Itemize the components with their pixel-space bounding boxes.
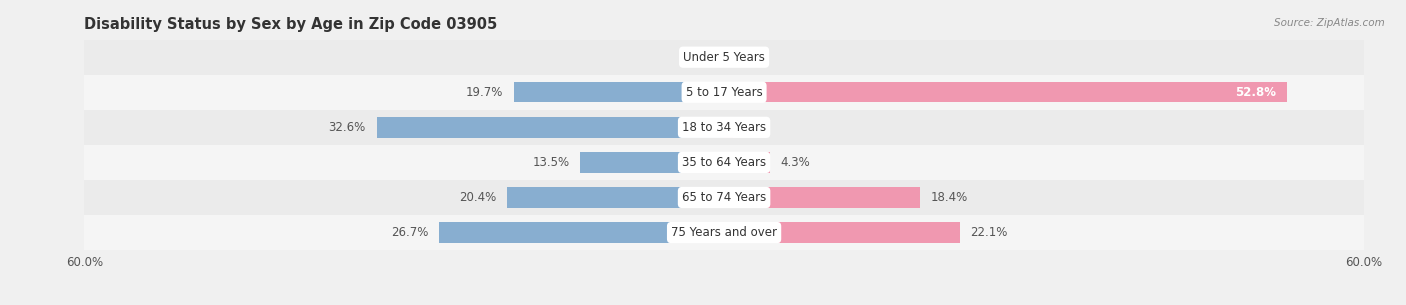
Bar (84, 215, 1364, 250)
Bar (84, 145, 1364, 180)
Text: Under 5 Years: Under 5 Years (683, 51, 765, 64)
Bar (716, 47, 724, 67)
Text: 19.7%: 19.7% (465, 86, 503, 99)
Bar (440, 222, 724, 243)
Text: 75 Years and over: 75 Years and over (671, 226, 778, 239)
Text: 26.7%: 26.7% (391, 226, 429, 239)
Text: Source: ZipAtlas.com: Source: ZipAtlas.com (1274, 18, 1385, 28)
Bar (724, 117, 733, 138)
Text: Disability Status by Sex by Age in Zip Code 03905: Disability Status by Sex by Age in Zip C… (84, 16, 498, 31)
Bar (724, 47, 733, 67)
Bar (84, 180, 1364, 215)
Text: 22.1%: 22.1% (970, 226, 1008, 239)
Text: 5 to 17 Years: 5 to 17 Years (686, 86, 762, 99)
Bar (515, 82, 724, 102)
Text: 0.0%: 0.0% (683, 51, 713, 64)
Bar (724, 187, 921, 208)
Bar (724, 82, 1286, 102)
Text: 18.4%: 18.4% (931, 191, 969, 204)
Text: 0.0%: 0.0% (735, 51, 765, 64)
Bar (581, 152, 724, 173)
Text: 13.5%: 13.5% (533, 156, 569, 169)
Bar (377, 117, 724, 138)
Bar (84, 75, 1364, 110)
Text: 65 to 74 Years: 65 to 74 Years (682, 191, 766, 204)
Bar (84, 40, 1364, 75)
Bar (84, 110, 1364, 145)
Text: 18 to 34 Years: 18 to 34 Years (682, 121, 766, 134)
Bar (724, 152, 770, 173)
Text: 52.8%: 52.8% (1236, 86, 1277, 99)
Text: 20.4%: 20.4% (458, 191, 496, 204)
Text: 4.3%: 4.3% (780, 156, 810, 169)
Text: 35 to 64 Years: 35 to 64 Years (682, 156, 766, 169)
Bar (506, 187, 724, 208)
Text: 0.0%: 0.0% (735, 121, 765, 134)
Bar (724, 222, 960, 243)
Text: 32.6%: 32.6% (329, 121, 366, 134)
